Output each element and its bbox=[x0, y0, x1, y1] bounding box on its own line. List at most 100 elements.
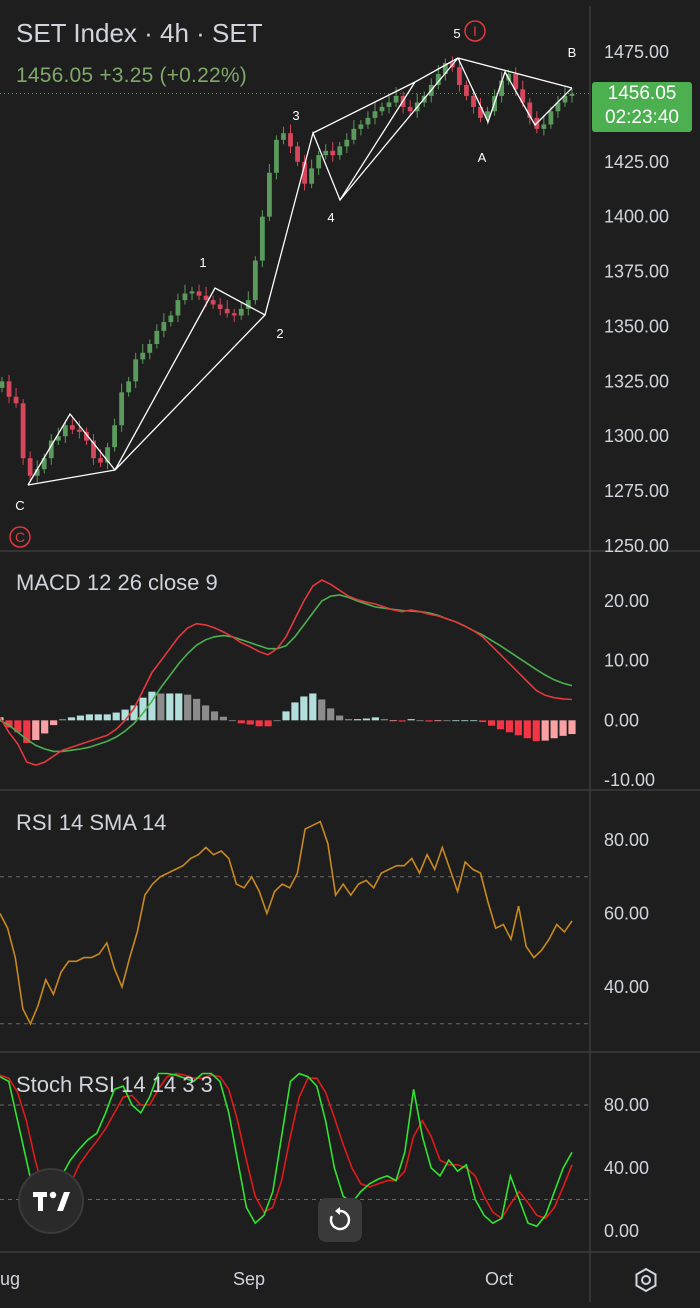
candle-body bbox=[6, 381, 12, 397]
wave-line bbox=[457, 57, 573, 89]
rsi-line bbox=[0, 820, 573, 1026]
macd-histogram-bar bbox=[443, 720, 451, 722]
stoch-tick-label: 40.00 bbox=[604, 1158, 649, 1178]
candle-body bbox=[379, 106, 385, 112]
candle-body bbox=[55, 436, 61, 441]
chart-title: SET Index · 4h · SET bbox=[16, 18, 263, 48]
macd-histogram-bar bbox=[219, 716, 228, 721]
macd-histogram-bar bbox=[103, 714, 111, 721]
candle-body bbox=[569, 93, 575, 96]
wave-label: A bbox=[478, 150, 487, 165]
candle-body bbox=[442, 62, 448, 74]
stoch-tick-label: 80.00 bbox=[604, 1095, 649, 1115]
macd-histogram-bar bbox=[461, 720, 469, 722]
last-price-tag: 1456.05 02:23:40 bbox=[592, 82, 692, 132]
candle-body bbox=[295, 146, 300, 162]
macd-histogram-bar bbox=[380, 719, 388, 721]
wave-line bbox=[114, 314, 266, 471]
settings-button[interactable] bbox=[628, 1262, 664, 1298]
candle-body bbox=[520, 89, 526, 103]
candle-body bbox=[323, 150, 329, 156]
candle-body bbox=[20, 403, 26, 459]
candle-body bbox=[330, 150, 336, 156]
axes: 1475.00 1 4 5 0.00 1425.00 1400.00 1375.00 1350.… bbox=[0, 6, 700, 1302]
rsi-pane[interactable] bbox=[0, 820, 590, 1026]
wave-line bbox=[27, 412, 116, 486]
macd-histogram-bar bbox=[327, 708, 335, 721]
candle-body bbox=[62, 425, 68, 437]
macd-histogram-bar bbox=[523, 720, 531, 739]
macd-histogram-bar bbox=[237, 720, 245, 724]
macd-histogram-bar bbox=[32, 720, 40, 741]
macd-histogram-bar bbox=[550, 720, 558, 739]
macd-histogram-bar bbox=[112, 712, 120, 721]
reset-chart-button[interactable] bbox=[318, 1198, 362, 1242]
macd-histogram-bar bbox=[50, 720, 58, 726]
price-pane[interactable]: 1 2 3 4 5 C A B C I bbox=[0, 20, 590, 548]
candle-body bbox=[464, 84, 469, 96]
macd-histogram-bar bbox=[318, 699, 326, 721]
price-tick-label: 1375.00 bbox=[604, 262, 669, 282]
candle-body bbox=[548, 111, 554, 125]
tradingview-logo-icon[interactable] bbox=[20, 1170, 82, 1232]
candle-body bbox=[485, 111, 490, 118]
candle-body bbox=[562, 95, 568, 103]
wave-label: 4 bbox=[327, 210, 334, 225]
reset-icon bbox=[329, 1207, 351, 1231]
candle-body bbox=[393, 95, 399, 103]
candle-body bbox=[105, 447, 110, 463]
price-tick-label: 1275.00 bbox=[604, 481, 669, 501]
rsi-tick-label: 60.00 bbox=[604, 904, 649, 924]
candle-body bbox=[337, 146, 343, 156]
candle-body bbox=[126, 381, 132, 393]
macd-histogram-bar bbox=[291, 702, 299, 721]
candle-body bbox=[435, 73, 441, 85]
macd-histogram-bar bbox=[175, 693, 183, 721]
candle-body bbox=[112, 425, 117, 448]
macd-histogram-bar bbox=[264, 720, 272, 727]
candle-body bbox=[175, 300, 181, 316]
macd-histogram-bar bbox=[148, 691, 156, 721]
candle-body bbox=[302, 161, 307, 184]
macd-histogram-bar bbox=[157, 693, 165, 721]
macd-histogram-bar bbox=[541, 720, 549, 741]
candle-body bbox=[316, 155, 322, 169]
wave-line bbox=[27, 469, 116, 486]
macd-histogram-bar bbox=[559, 720, 567, 736]
candle-body bbox=[34, 469, 40, 476]
macd-histogram-bar bbox=[23, 720, 31, 744]
macd-line bbox=[0, 579, 573, 766]
rsi-tick-label: 40.00 bbox=[604, 977, 649, 997]
macd-histogram-bar bbox=[344, 719, 353, 721]
major-wave-label: I bbox=[473, 23, 477, 39]
stoch-k-line bbox=[0, 1072, 573, 1228]
stoch-pane[interactable] bbox=[0, 1072, 590, 1228]
macd-histogram-bar bbox=[336, 715, 344, 721]
macd-histogram-bar bbox=[496, 720, 505, 730]
price-tick-label: 1350.00 bbox=[604, 316, 669, 336]
candle-body bbox=[351, 128, 357, 140]
macd-histogram-bar bbox=[67, 717, 76, 721]
macd-histogram-bar bbox=[0, 717, 4, 721]
macd-histogram-bar bbox=[479, 720, 487, 723]
candle-body bbox=[471, 95, 476, 107]
candle-body bbox=[267, 172, 272, 217]
candle-body bbox=[499, 80, 505, 96]
settings-icon bbox=[635, 1267, 657, 1293]
major-wave-label: C bbox=[15, 529, 25, 545]
candle-body bbox=[41, 458, 47, 470]
macd-histogram-bar bbox=[568, 720, 576, 735]
macd-pane[interactable] bbox=[0, 579, 576, 766]
bar-countdown: 02:23:40 bbox=[605, 107, 679, 128]
macd-histogram-bar bbox=[201, 705, 210, 721]
candle-body bbox=[372, 111, 378, 118]
macd-histogram-bar bbox=[514, 720, 522, 736]
candle-body bbox=[527, 102, 533, 118]
macd-histogram-bar bbox=[193, 698, 201, 721]
macd-histogram-bar bbox=[532, 720, 540, 742]
macd-histogram-bar bbox=[139, 697, 147, 721]
macd-histogram-bar bbox=[228, 720, 236, 722]
candle-body bbox=[386, 102, 392, 107]
macd-histogram-bar bbox=[371, 717, 379, 721]
